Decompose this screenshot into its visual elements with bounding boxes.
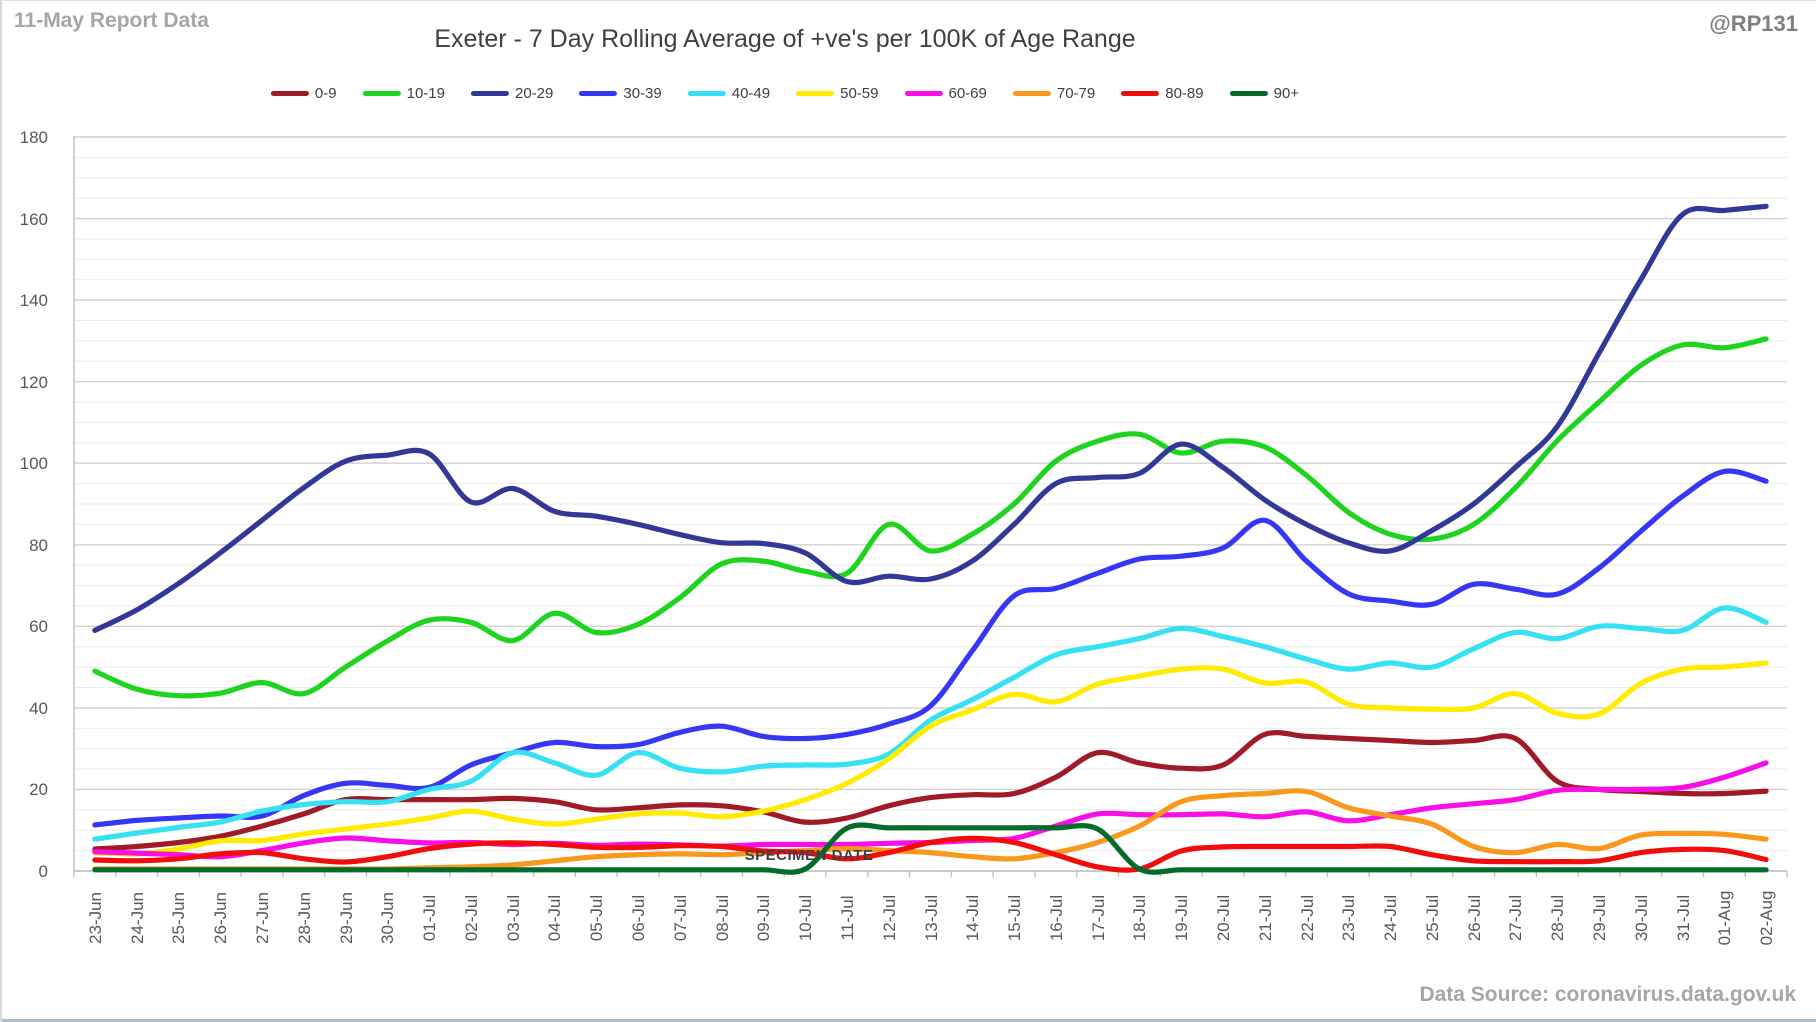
x-axis-label: 26-Jun [211, 892, 231, 944]
x-axis-label: 24-Jul [1381, 894, 1401, 942]
x-axis-label: 27-Jun [253, 892, 272, 944]
legend-item-80-89: 80-89 [1121, 85, 1204, 102]
x-axis-label: 04-Jul [545, 894, 565, 942]
series-line-90+ [92, 822, 1769, 875]
x-axis-label: 16-Jul [1046, 894, 1066, 942]
y-axis-label: 60 [29, 617, 48, 637]
x-axis-label: 30-Jul [1631, 894, 1651, 942]
x-axis-label: 02-Jul [461, 894, 481, 942]
y-axis-label: 140 [19, 291, 48, 311]
y-axis-label: 160 [19, 209, 48, 229]
author-handle: @RP131 [1709, 11, 1798, 36]
x-axis-label: 25-Jun [169, 892, 189, 944]
legend-swatch-icon [1121, 91, 1160, 96]
series-line-0-9 [92, 730, 1769, 852]
legend-item-40-49: 40-49 [687, 85, 771, 102]
x-axis-label: 10-Jul [796, 894, 816, 942]
x-axis-label: 21-Jul [1255, 894, 1275, 942]
legend-label: 20-29 [514, 85, 554, 102]
x-axis-label: 31-Jul [1673, 894, 1693, 942]
legend-label: 60-69 [948, 85, 987, 102]
x-axis-title: SPECIMEN DATE [744, 847, 874, 864]
x-axis-label: 22-Jul [1297, 894, 1317, 942]
x-axis-label: 03-Jul [503, 894, 523, 942]
legend-swatch-icon [904, 91, 943, 96]
legend-item-90+: 90+ [1229, 85, 1300, 102]
legend-swatch-icon [1012, 91, 1051, 96]
legend-label: 70-79 [1056, 85, 1096, 102]
page-title: Exeter - 7 Day Rolling Average of +ve's … [434, 25, 1136, 53]
legend-swatch-icon [579, 91, 618, 96]
y-axis-label: 100 [19, 454, 48, 474]
legend-swatch-icon [796, 91, 835, 96]
legend-item-0-9: 0-9 [270, 85, 337, 102]
y-axis-label: 120 [19, 372, 48, 392]
x-axis-label: 06-Jul [629, 894, 649, 942]
x-axis-label: 23-Jun [85, 892, 105, 944]
legend-label: 90+ [1273, 85, 1300, 102]
x-axis-label: 15-Jul [1005, 894, 1025, 942]
x-axis-label: 09-Jul [754, 894, 774, 942]
legend-item-20-29: 20-29 [470, 85, 554, 102]
y-axis-label: 40 [29, 698, 48, 718]
series-line-30-39 [92, 468, 1769, 828]
x-axis-label: 23-Jul [1339, 894, 1359, 942]
x-axis-label: 05-Jul [587, 894, 607, 942]
series-line-20-29 [92, 203, 1769, 633]
legend-item-30-39: 30-39 [579, 85, 662, 102]
legend-swatch-icon [270, 91, 309, 96]
x-axis-label: 28-Jul [1548, 894, 1568, 942]
x-axis-label: 14-Jul [963, 894, 983, 942]
series-line-50-59 [92, 660, 1769, 857]
y-axis-label: 0 [38, 862, 48, 881]
y-axis-label: 20 [29, 780, 48, 800]
legend-swatch-icon [1229, 91, 1268, 96]
legend-label: 80-89 [1165, 85, 1204, 102]
x-axis-label: 12-Jul [879, 894, 899, 942]
x-axis-label: 17-Jul [1088, 894, 1108, 942]
legend-swatch-icon [362, 91, 401, 96]
window-bottom-edge [2, 1019, 1816, 1022]
x-axis-label: 28-Jun [294, 892, 314, 944]
x-axis-label: 08-Jul [712, 894, 732, 942]
legend-item-10-19: 10-19 [362, 85, 445, 102]
legend-item-70-79: 70-79 [1012, 85, 1096, 102]
series-line-40-49 [92, 605, 1769, 842]
series-line-10-19 [92, 336, 1769, 699]
legend-swatch-icon [687, 91, 726, 96]
series-line-80-89 [92, 835, 1769, 873]
x-axis-label: 30-Jun [378, 892, 398, 944]
legend-item-50-59: 50-59 [796, 85, 878, 102]
x-axis-label: 20-Jul [1213, 894, 1233, 942]
data-source-label: Data Source: coronavirus.data.gov.uk [1419, 983, 1796, 1006]
x-axis-label: 24-Jun [127, 892, 147, 944]
legend-label: 40-49 [731, 85, 771, 102]
x-axis-label: 19-Jul [1172, 894, 1192, 942]
legend-swatch-icon [470, 91, 509, 96]
y-axis-label: 80 [29, 535, 48, 555]
x-axis-label: 02-Aug [1757, 890, 1777, 946]
report-label: 11-May Report Data [14, 9, 209, 32]
y-axis-label: 180 [19, 128, 48, 147]
chart-legend: 0-9 10-19 20-29 30-39 40-49 50-59 60-69 70-79 80… [270, 85, 1300, 102]
legend-item-60-69: 60-69 [904, 85, 987, 102]
x-axis-label: 11-Jul [837, 895, 857, 941]
legend-label: 30-39 [623, 85, 662, 102]
legend-label: 10-19 [406, 85, 445, 102]
x-axis-label: 01-Jul [420, 894, 440, 942]
x-axis-label: 18-Jul [1130, 894, 1150, 942]
x-axis-label: 29-Jul [1589, 894, 1609, 942]
x-axis-label: 07-Jul [670, 894, 690, 942]
x-axis-label: 13-Jul [921, 894, 941, 942]
x-axis-label: 01-Aug [1715, 890, 1735, 946]
legend-label: 0-9 [314, 85, 337, 102]
x-axis-label: 29-Jun [336, 892, 356, 944]
x-axis-label: 27-Jul [1506, 894, 1526, 942]
x-axis-label: 25-Jul [1422, 894, 1442, 942]
legend-label: 50-59 [840, 85, 879, 102]
x-axis-label: 26-Jul [1464, 894, 1484, 942]
